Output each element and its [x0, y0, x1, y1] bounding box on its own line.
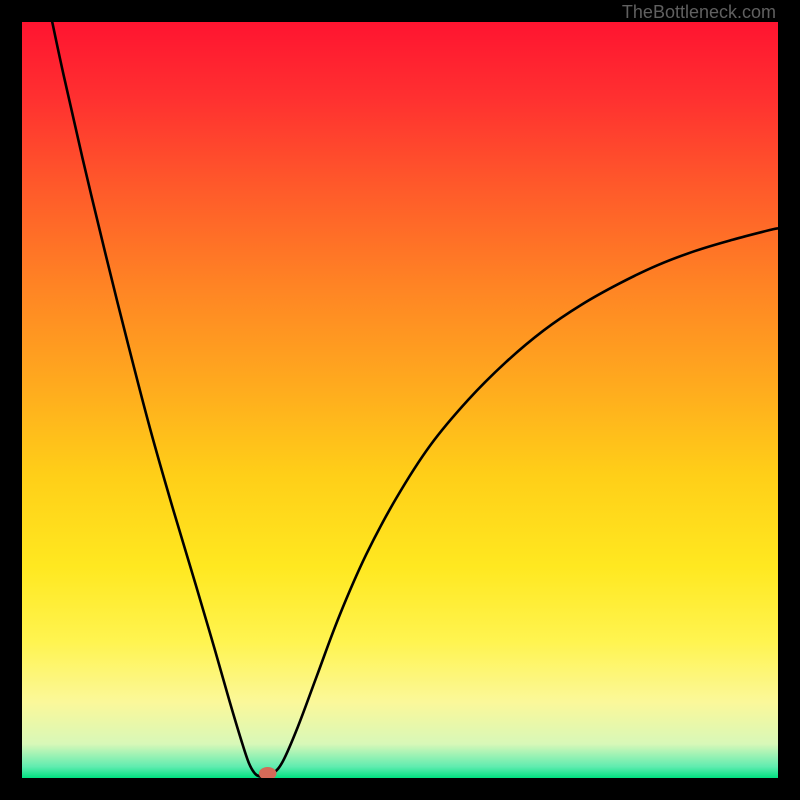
gradient-background: [22, 22, 778, 778]
plot-area: [22, 22, 778, 778]
watermark-text: TheBottleneck.com: [622, 2, 776, 23]
